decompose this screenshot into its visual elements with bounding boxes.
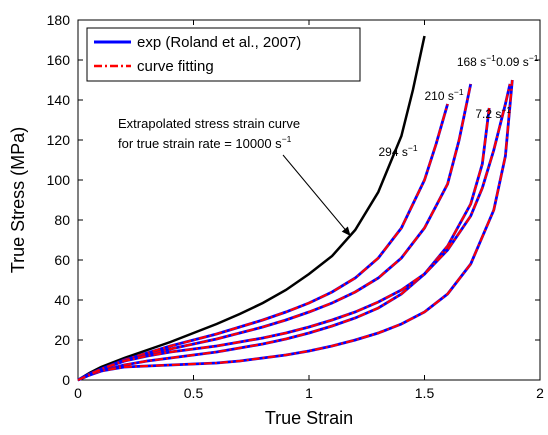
- y-tick-label: 100: [47, 172, 71, 188]
- rate-label-value: 0.09 s: [496, 55, 529, 69]
- rate-label-value: 168 s: [457, 55, 486, 69]
- legend: exp (Roland et al., 2007) curve fitting: [86, 27, 361, 82]
- legend-label-fit: curve fitting: [137, 58, 214, 75]
- rate-label: 210 s−1: [425, 87, 464, 103]
- x-tick-label: 2: [536, 385, 544, 401]
- annotation-line-2-sup: −1: [282, 134, 292, 144]
- x-tick-label: 0: [74, 385, 82, 401]
- rate-label: 294 s−1: [379, 143, 418, 159]
- legend-box: [86, 27, 361, 82]
- annotation-line-2: for true strain rate = 10000 s−1: [118, 134, 292, 151]
- rate-label: 0.09 s−1: [496, 53, 539, 69]
- y-tick-label: 80: [54, 212, 70, 228]
- y-tick-label: 60: [54, 252, 70, 268]
- rate-label-sup: −1: [454, 87, 464, 97]
- x-tick-label: 0.5: [184, 385, 204, 401]
- rate-label: 7.2 s−1: [475, 105, 511, 121]
- y-tick-label: 0: [62, 372, 70, 388]
- annotation: Extrapolated stress strain curve for tru…: [118, 116, 351, 237]
- y-tick-label: 20: [54, 332, 70, 348]
- fit-curve-4: [77, 79, 514, 382]
- annotation-arrow: [282, 154, 351, 237]
- x-axis-ticks: 0 0.5 1 1.5 2: [74, 20, 544, 401]
- rate-label-value: 294 s: [379, 145, 408, 159]
- rate-label: 168 s−1: [457, 53, 496, 69]
- y-tick-label: 120: [47, 132, 71, 148]
- y-tick-label: 160: [47, 52, 71, 68]
- rate-label-sup: −1: [408, 143, 418, 153]
- y-axis-ticks: 0 20 40 60 80 100 120 140 160 180: [47, 12, 540, 388]
- y-tick-label: 40: [54, 292, 70, 308]
- y-tick-label: 180: [47, 12, 71, 28]
- annotation-line-1: Extrapolated stress strain curve: [118, 116, 300, 131]
- x-tick-label: 1: [305, 385, 313, 401]
- fit-curve-3: [77, 107, 491, 382]
- extrapolated-curve: [77, 35, 426, 382]
- legend-label-exp: exp (Roland et al., 2007): [137, 34, 301, 51]
- rate-label-sup: −1: [529, 53, 539, 63]
- rate-label-sup: −1: [486, 53, 496, 63]
- rate-label-value: 7.2 s: [475, 107, 501, 121]
- annotation-line-2-text: for true strain rate = 10000 s: [118, 136, 282, 151]
- rate-label-sup: −1: [501, 105, 511, 115]
- x-axis-label: True Strain: [265, 408, 353, 428]
- annotation-arrowhead: [341, 226, 351, 236]
- data-curves: [77, 35, 514, 382]
- y-tick-label: 140: [47, 92, 71, 108]
- y-axis-label: True Stress (MPa): [8, 127, 28, 273]
- x-tick-label: 1.5: [415, 385, 435, 401]
- fit-curve-5: [77, 83, 512, 382]
- rate-label-value: 210 s: [425, 89, 454, 103]
